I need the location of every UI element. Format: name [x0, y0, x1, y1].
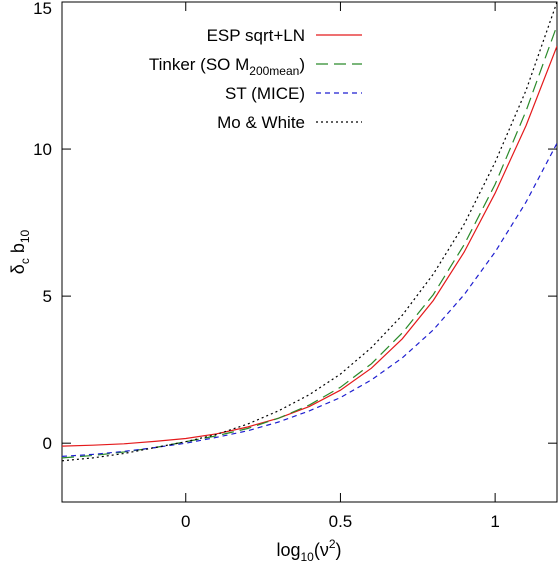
legend-label-1: ESP sqrt+LN — [207, 26, 305, 45]
x-tick-label: 1 — [490, 512, 499, 531]
series-line-2 — [62, 25, 557, 459]
series-line-1 — [62, 45, 557, 447]
y-axis-label: δc b10 — [8, 229, 32, 274]
y-tick-label: 15 — [33, 0, 52, 18]
legend-label-3: ST (MICE) — [225, 84, 305, 103]
x-tick-label: 0.5 — [329, 512, 353, 531]
series-line-3 — [62, 142, 557, 457]
y-tick-label: 10 — [33, 140, 52, 159]
x-tick-label: 0 — [181, 512, 190, 531]
y-tick-label: 0 — [43, 434, 52, 453]
legend-label-4: Mo & White — [217, 113, 305, 132]
legend-label-2: Tinker (SO M200mean) — [149, 55, 305, 78]
plot-frame — [61, 1, 558, 503]
x-axis-label: log10(ν2) — [276, 537, 341, 564]
y-tick-label: 5 — [43, 287, 52, 306]
series-line-4 — [62, 2, 557, 462]
